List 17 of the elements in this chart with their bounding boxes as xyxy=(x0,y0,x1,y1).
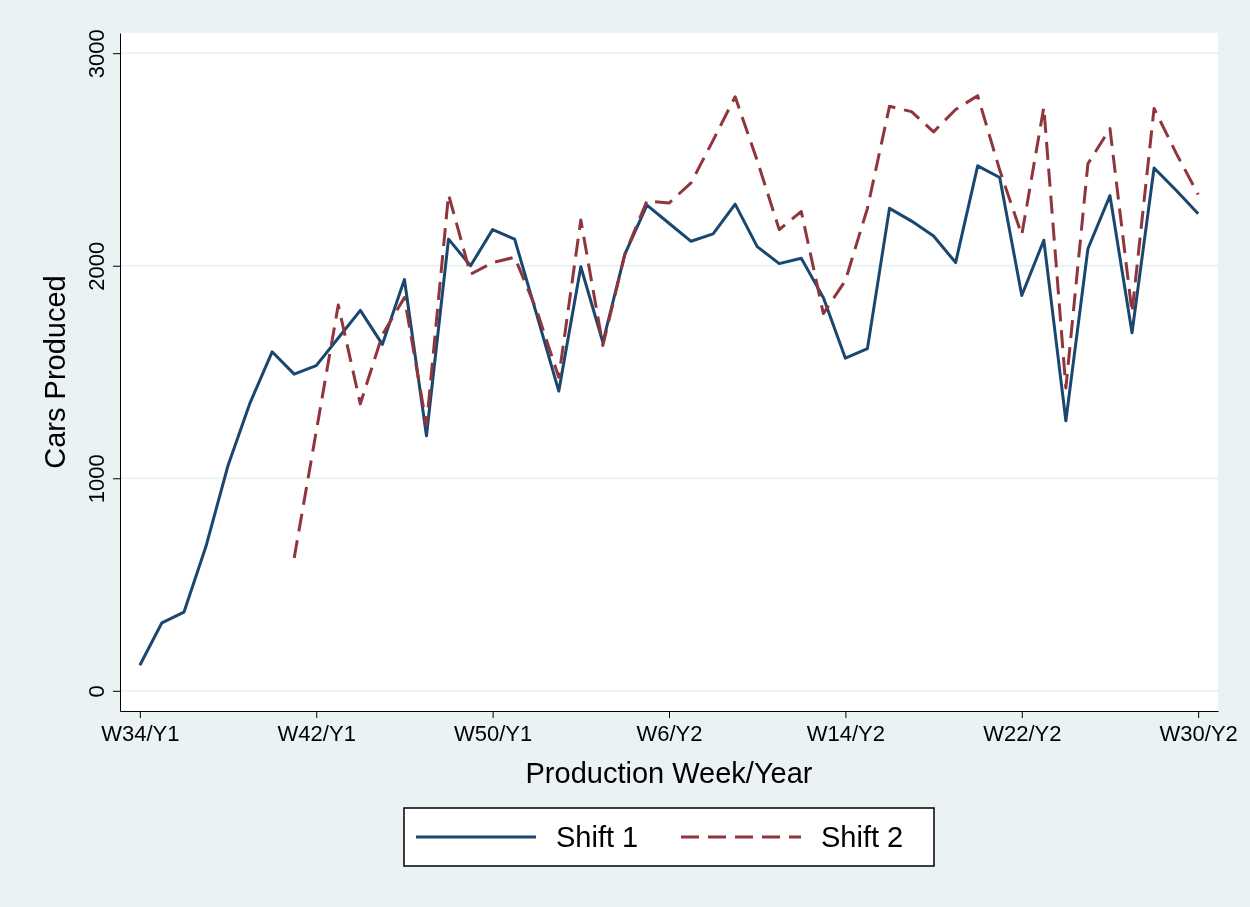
y-axis-title: Cars Produced xyxy=(39,275,71,469)
x-tick-label: W42/Y1 xyxy=(277,720,356,746)
x-tick-label: W6/Y2 xyxy=(636,720,703,746)
x-tick-label: W14/Y2 xyxy=(806,720,886,746)
x-tick-label: W50/Y1 xyxy=(453,720,533,746)
y-tick-label: 1000 xyxy=(84,454,109,504)
x-tick-label: W34/Y1 xyxy=(101,720,180,746)
x-axis-title: Production Week/Year xyxy=(525,757,813,789)
x-tick-label: W22/Y2 xyxy=(983,720,1062,746)
y-tick-label: 2000 xyxy=(84,241,109,291)
line-series xyxy=(292,94,1200,560)
line-series xyxy=(138,164,1200,667)
legend-label: Shift 1 xyxy=(556,821,639,853)
y-tick-label: 3000 xyxy=(84,29,109,79)
y-tick-label: 0 xyxy=(84,685,109,698)
legend-label: Shift 2 xyxy=(821,821,904,853)
x-tick-label: W30/Y2 xyxy=(1159,720,1238,746)
